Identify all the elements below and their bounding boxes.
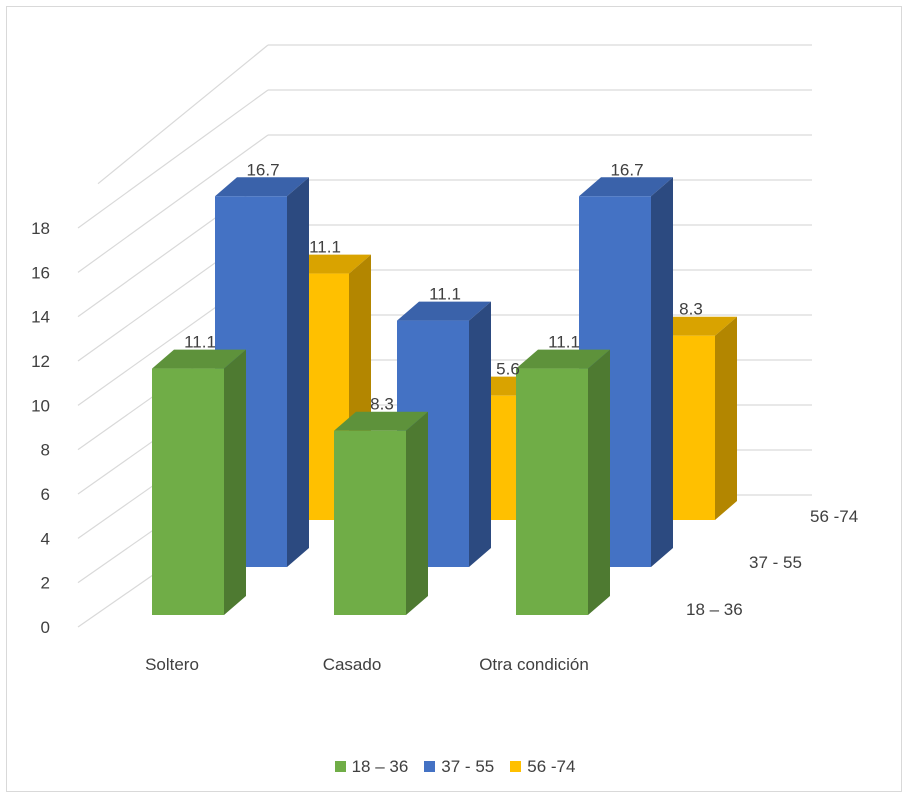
bar [334, 411, 428, 615]
legend-swatch [424, 761, 436, 772]
data-label: 11.1 [309, 238, 341, 257]
bar-front [152, 368, 224, 615]
series-depth-label: 18 – 36 [686, 600, 743, 619]
depth-series-labels: 18 – 36 37 - 55 56 -74 [686, 507, 858, 619]
bar-side [287, 177, 309, 567]
data-label: 11.1 [548, 333, 580, 352]
bar [516, 349, 610, 615]
bar-front [334, 430, 406, 615]
y-tick-label: 16 [31, 263, 50, 282]
y-axis-tick-labels: 0 2 4 6 8 10 12 14 16 18 [31, 219, 50, 637]
category-label: Casado [323, 655, 382, 674]
legend-label: 56 -74 [527, 757, 576, 776]
legend: 18 – 36 37 - 55 56 -74 [0, 757, 910, 777]
data-labels: 11.1 5.6 8.3 16.7 11.1 16.7 11.1 8.3 11.1 [184, 160, 703, 413]
y-tick-label: 4 [41, 529, 50, 548]
bar-top [397, 301, 491, 321]
bar-side [406, 411, 428, 615]
data-label: 5.6 [496, 360, 520, 379]
y-tick-label: 10 [31, 396, 50, 415]
gridline-side [77, 89, 269, 229]
bar-top [579, 177, 673, 197]
bar-front [516, 368, 588, 615]
legend-swatch [510, 761, 522, 772]
y-tick-label: 6 [41, 485, 50, 504]
data-label: 11.1 [184, 333, 216, 352]
legend-item: 37 - 55 [424, 757, 494, 777]
category-label: Otra condición [479, 655, 589, 674]
data-label: 16.7 [610, 160, 643, 179]
y-tick-label: 8 [41, 441, 50, 460]
data-label: 16.7 [246, 160, 279, 179]
bar-side [651, 177, 673, 567]
legend-item: 18 – 36 [334, 757, 409, 777]
legend-label: 37 - 55 [441, 757, 495, 776]
data-label: 8.3 [679, 300, 703, 319]
bar-top [334, 411, 428, 431]
y-tick-label: 2 [41, 574, 50, 593]
y-tick-label: 12 [31, 352, 50, 371]
y-tick-label: 18 [31, 219, 50, 238]
y-tick-label: 0 [41, 618, 50, 637]
category-labels: Soltero Casado Otra condición [145, 655, 589, 674]
series-depth-label: 37 - 55 [749, 553, 802, 572]
bar-top [215, 177, 309, 197]
bar-top [516, 349, 610, 369]
legend-item: 56 -74 [510, 757, 575, 777]
legend-swatch [334, 761, 346, 772]
category-label: Soltero [145, 655, 199, 674]
gridline-side [77, 134, 269, 273]
series-depth-label: 56 -74 [810, 507, 858, 526]
bar-side [715, 316, 737, 520]
bar [152, 349, 246, 615]
bar-side [469, 301, 491, 567]
data-label: 8.3 [370, 395, 394, 414]
data-label: 11.1 [429, 285, 461, 304]
gridline-side [97, 44, 269, 185]
bar-side [588, 349, 610, 615]
y-tick-label: 14 [31, 308, 50, 327]
bar-side [224, 349, 246, 615]
bar-top [152, 349, 246, 369]
bars [152, 177, 737, 615]
legend-label: 18 – 36 [351, 757, 409, 776]
